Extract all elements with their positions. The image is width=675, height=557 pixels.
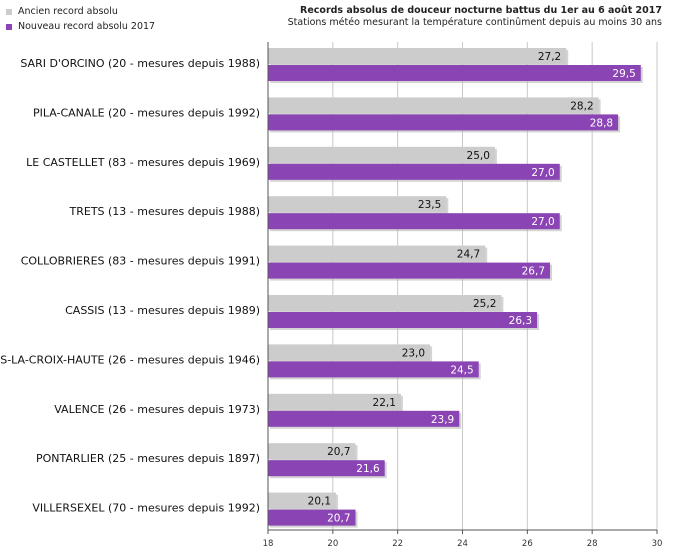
bar-old-record-6 [268,344,431,361]
category-label-6: LUS-LA-CROIX-HAUTE (26 - mesures depuis … [0,353,260,366]
x-tick-label-5: 28 [587,539,598,549]
category-label-4: COLLOBRIERES (83 - mesures depuis 1991) [21,255,260,268]
category-label-5: CASSIS (13 - mesures depuis 1989) [65,304,260,317]
chart-title: Records absolus de douceur nocturne batt… [300,5,662,16]
x-tick-label-1: 20 [327,539,338,549]
bar-old-record-5 [268,295,502,311]
bar-new-record-0 [268,65,641,81]
bar-new-record-8 [268,460,385,477]
value-label-new-record-0: 29,5 [612,68,635,80]
legend-swatch-new-record [6,23,12,30]
value-label-old-record-7: 22,1 [373,397,396,409]
bar-old-record-4 [268,245,486,262]
bar-old-record-7 [268,393,401,410]
category-label-1: PILA-CANALE (20 - mesures depuis 1992) [33,106,260,119]
bar-new-record-5 [268,312,538,328]
bar-new-record-2 [268,163,560,180]
bar-new-record-1 [268,114,619,131]
value-label-new-record-7: 23,9 [431,414,454,426]
category-label-0: SARI D'ORCINO (20 - mesures depuis 1988) [20,57,260,70]
value-label-new-record-2: 27,0 [531,167,554,179]
value-label-old-record-5: 25,2 [473,298,496,310]
bar-old-record-1 [268,97,599,114]
x-tick-label-6: 30 [652,539,663,549]
category-label-7: VALENCE (26 - mesures depuis 1973) [54,403,260,416]
legend: Ancien record absolu Nouveau record abso… [6,4,155,34]
value-label-new-record-8: 21,6 [356,463,380,475]
x-tick-label-3: 24 [457,539,468,549]
legend-label-old-record: Ancien record absolu [18,6,118,17]
value-label-old-record-4: 24,7 [457,249,480,261]
x-tick-label-4: 26 [522,539,533,549]
bar-new-record-7 [268,410,460,427]
value-label-old-record-6: 23,0 [402,347,425,359]
x-tick-label-2: 22 [392,539,403,549]
legend-item-old-record: Ancien record absolu [6,4,155,19]
legend-label-new-record: Nouveau record absolu 2017 [18,21,156,32]
value-label-old-record-8: 20,7 [327,446,350,458]
value-label-old-record-0: 27,2 [538,51,561,63]
value-label-old-record-9: 20,1 [308,496,331,508]
value-label-new-record-3: 27,0 [531,216,554,228]
bar-old-record-3 [268,196,447,213]
bar-old-record-8 [268,443,356,460]
value-label-old-record-3: 23,5 [418,199,441,211]
value-label-new-record-9: 20,7 [327,513,350,525]
bar-new-record-6 [268,361,479,378]
bar-new-record-9 [268,509,356,526]
bar-new-record-4 [268,262,551,279]
legend-swatch-old-record [6,8,12,15]
category-label-9: VILLERSEXEL (70 - mesures depuis 1992) [32,502,260,515]
category-label-2: LE CASTELLET (83 - mesures depuis 1969) [26,156,260,169]
value-label-new-record-1: 28,8 [590,117,613,129]
bar-old-record-9 [268,492,337,509]
value-label-new-record-6: 24,5 [450,364,473,376]
bar-old-record-2 [268,146,495,163]
chart-subtitle: Stations météo mesurant la température c… [287,17,662,28]
value-label-old-record-1: 28,2 [570,100,593,112]
value-label-new-record-5: 26,3 [509,315,532,327]
legend-item-new-record: Nouveau record absolu 2017 [6,19,155,34]
value-label-old-record-2: 25,0 [467,150,490,162]
value-label-new-record-4: 26,7 [522,266,545,278]
category-label-8: PONTARLIER (25 - mesures depuis 1897) [36,452,260,465]
chart-titles: Records absolus de douceur nocturne batt… [288,5,662,29]
x-tick-label-0: 18 [263,539,274,549]
bar-old-record-0 [268,48,567,64]
bar-new-record-3 [268,213,560,230]
category-label-3: TRETS (13 - mesures depuis 1988) [69,205,261,218]
